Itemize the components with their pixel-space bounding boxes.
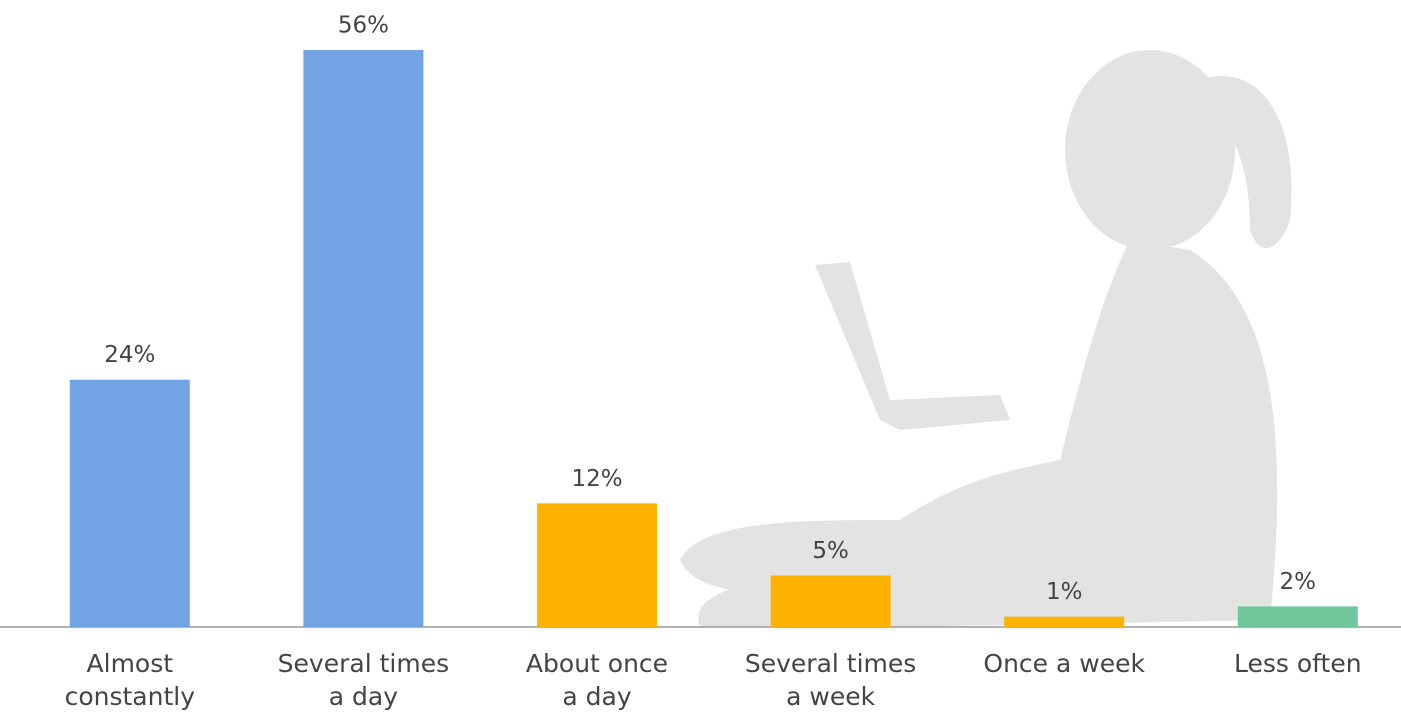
x-tick-label: a day (329, 682, 398, 711)
bar (1237, 606, 1358, 627)
x-tick-label: a week (786, 682, 875, 711)
bar (770, 575, 891, 627)
bar (69, 379, 190, 627)
value-label: 12% (571, 466, 622, 492)
x-tick-label: Almost (87, 649, 174, 678)
value-label: 5% (812, 538, 849, 564)
x-tick-label: a day (562, 682, 631, 711)
silhouette (680, 50, 1292, 627)
x-tick-label: About once (526, 649, 668, 678)
value-label: 24% (104, 342, 155, 368)
value-label: 56% (338, 13, 389, 39)
value-label: 2% (1280, 569, 1317, 595)
x-tick-label: Once a week (983, 649, 1145, 678)
bar (303, 50, 424, 627)
bar (537, 503, 657, 627)
bar (1004, 616, 1125, 627)
value-label: 1% (1046, 579, 1083, 605)
x-tick-label: Several times (278, 649, 449, 678)
x-tick-label: Less often (1234, 649, 1362, 678)
x-tick-label: constantly (65, 682, 196, 711)
x-tick-label: Several times (745, 649, 916, 678)
